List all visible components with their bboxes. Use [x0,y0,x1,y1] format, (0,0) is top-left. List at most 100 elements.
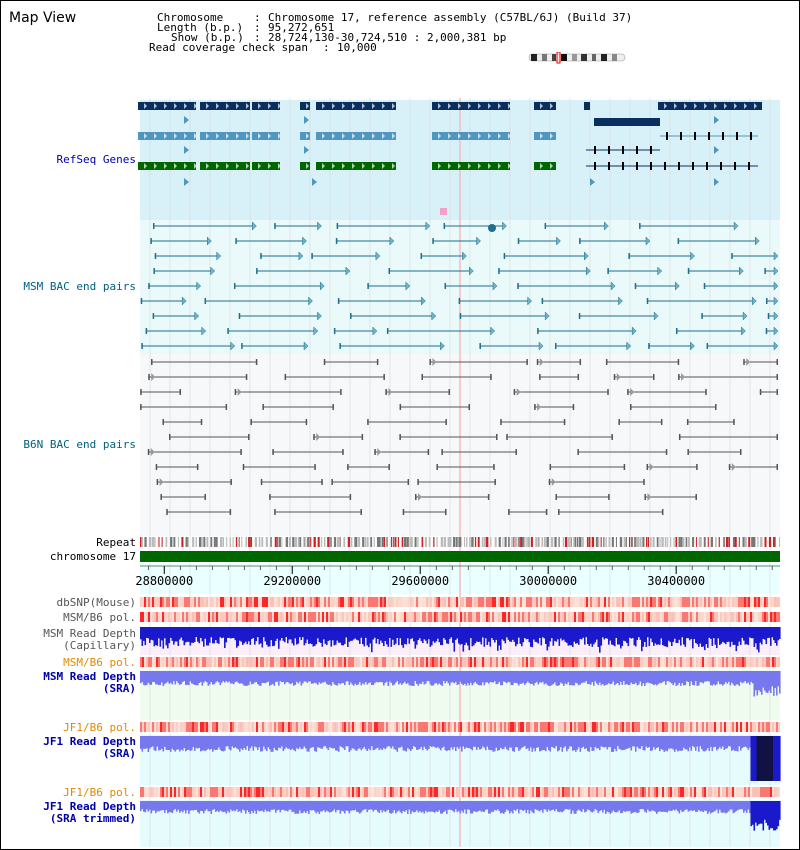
jf1-sra-depth-bar [743,736,745,748]
jf1-pol2-heat-cell [142,787,145,797]
strand-arrow [144,163,147,169]
strand-arrow [362,163,365,169]
msm-pol-heat-cell [690,612,693,622]
msm-sra-depth-bar [374,671,376,684]
track-label-repeat[interactable]: Repeat [96,536,136,549]
bac-end [549,464,552,470]
jf1-pol2-heat-cell [496,787,499,797]
jf1-sra-depth-bar [503,736,505,749]
strand-arrow [488,103,491,109]
jf1-trim-depth-bar [483,801,486,813]
msm-pol2-heat-cell [356,657,359,667]
repeat-element [597,537,600,547]
jf1-pol-heat-cell [686,722,689,732]
jf1-sra-depth-bar [438,736,441,749]
msm-sra-depth-bar [290,671,292,685]
bac-end [335,238,338,244]
msm-pol-heat-cell [372,612,375,622]
msm-pol2-heat-cell [510,657,513,667]
jf1-sra-depth-bar [399,736,402,748]
jf1-pol2-heat-cell [562,787,565,797]
jf1-pol2-heat-cell [740,787,743,797]
capillary-depth-bar [531,627,534,648]
track-label-msm-b6-pol-2[interactable]: MSM/B6 pol. [63,656,136,669]
msm-pol-heat-cell [186,612,189,622]
capillary-depth-bar [573,627,576,642]
msm-sra-depth-bar [621,671,624,685]
bac-end [386,328,389,334]
capillary-depth-bar [510,627,513,642]
jf1-pol2-heat-cell [492,787,495,797]
jf1-sra-depth-bar [594,736,597,747]
track-label-msm-b6-pol-1[interactable]: MSM/B6 pol. [63,611,136,624]
jf1-pol-heat-cell [586,722,589,732]
msm-pol-heat-cell [166,612,169,622]
jf1-pol2-heat-cell [320,787,323,797]
msm-sra-depth-bar [167,671,169,682]
jf1-pol2-heat-cell [268,787,271,797]
track-label-jf1-depth-trimmed[interactable]: JF1 Read Depth [43,800,136,813]
track-label-b6n-bac[interactable]: B6N BAC end pairs [23,438,136,451]
jf1-trim-depth-bar [714,801,717,811]
jf1-sra-depth-bar [149,736,151,749]
jf1-trim-depth-bar [752,801,754,825]
bac-end-arrow [773,281,779,291]
msm-pol2-heat-cell [438,657,441,667]
track-label-msm-bac[interactable]: MSM BAC end pairs [23,280,136,293]
capillary-depth-bar [449,627,451,639]
track-label-refseq[interactable]: RefSeq Genes [56,153,136,166]
dbsnp-heat-cell [490,597,493,607]
capillary-depth-bar [207,627,210,646]
dbsnp-heat-cell [388,597,391,607]
capillary-depth-bar [260,627,262,644]
msm-pol2-heat-cell [726,657,729,667]
jf1-trim-depth-bar [584,801,586,813]
show-info-label: Show (b.p.) [171,31,244,44]
jf1-sra-depth-bar [179,736,181,752]
track-label-jf1-depth-sra[interactable]: JF1 Read Depth [43,735,136,748]
jf1-trim-depth-bar [569,801,571,810]
track-label-dbsnp[interactable]: dbSNP(Mouse) [56,596,136,609]
jf1-sra-depth-bar [635,736,637,752]
jf1-trim-depth-bar [435,801,438,812]
dbsnp-heat-cell [494,597,497,607]
jf1-pol2-heat-cell [620,787,623,797]
jf1-pol-heat-cell [172,722,175,732]
jf1-pol2-heat-cell [180,787,183,797]
capillary-depth-bar [483,627,486,647]
capillary-depth-bar [419,627,421,639]
capillary-depth-bar [515,627,517,647]
jf1-trim-depth-bar [567,801,570,810]
track-label-msm-depth-sra[interactable]: MSM Read Depth [43,670,136,683]
capillary-depth-bar [585,627,588,638]
jf1-pol2-heat-cell [252,787,255,797]
jf1-pol-heat-cell [368,722,371,732]
msm-sra-depth-bar [578,671,580,686]
track-label-jf1-b6-pol-2[interactable]: JF1/B6 pol. [63,786,136,799]
msm-pol2-heat-cell [578,657,581,667]
msm-pol-heat-cell [384,612,387,622]
strand-arrow [164,133,167,139]
strand-arrow [458,163,461,169]
msm-pol2-heat-cell [454,657,457,667]
jf1-trim-depth-bar [560,801,562,812]
track-label-msm-depth-capillary[interactable]: MSM Read Depth [43,627,136,640]
msm-sra-depth-bar [213,671,216,685]
repeat-element [161,537,163,547]
msm-sra-depth-bar [465,671,468,686]
dbsnp-heat-cell [314,597,317,607]
jf1-sra-depth-bar [332,736,334,749]
chromosome-ideogram[interactable] [528,52,628,64]
jf1-pol2-heat-cell [596,787,599,797]
msm-sra-depth-bar [222,671,225,682]
jf1-trim-depth-bar [638,801,640,813]
jf1-pol-heat-cell [192,722,195,732]
msm-pol2-heat-cell [722,657,725,667]
track-label-jf1-b6-pol-1[interactable]: JF1/B6 pol. [63,721,136,734]
jf1-sra-depth-bar [275,736,277,751]
jf1-pol-heat-cell [392,722,395,732]
jf1-pol2-heat-cell [592,787,595,797]
read-depth-tracks [140,627,781,831]
strand-arrow [216,133,219,139]
